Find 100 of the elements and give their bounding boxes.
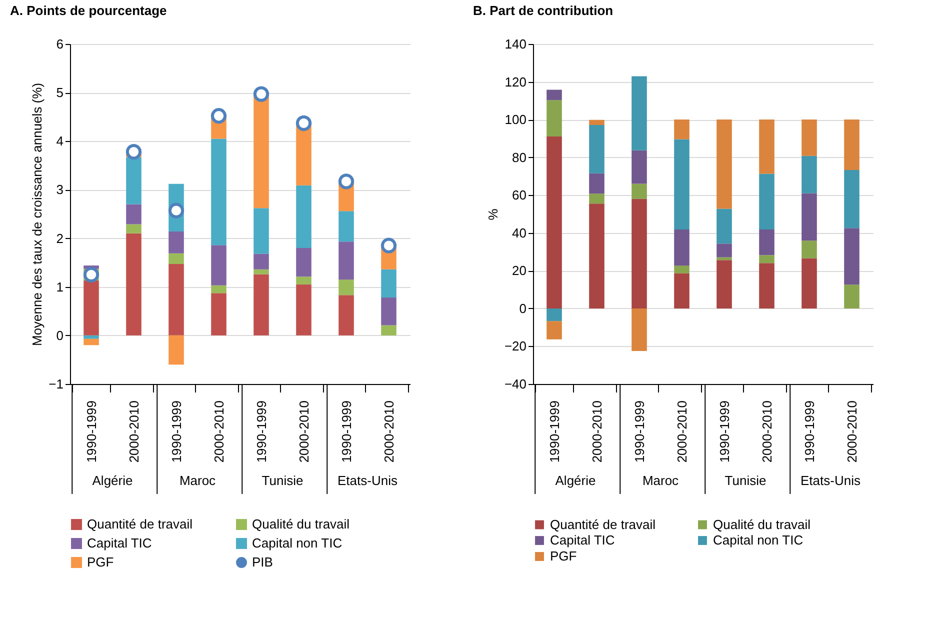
y-tick-label: 0 (519, 300, 526, 316)
point (296, 115, 312, 131)
bar (546, 321, 562, 340)
bar (589, 194, 604, 204)
bar (674, 266, 690, 274)
x-tick-label: 1990-1999 (546, 400, 562, 463)
y-tick-label: 140 (504, 36, 526, 52)
bar (211, 245, 226, 286)
y-tick-label: 2 (56, 230, 64, 246)
bar (802, 193, 817, 241)
x-tick-label: 2000-2010 (674, 400, 690, 463)
bar (844, 228, 860, 285)
y-tick-label: 60 (512, 188, 526, 203)
text: Algérie (92, 473, 133, 488)
legend-label: PIB (252, 554, 273, 570)
y-tick-label: 80 (512, 150, 526, 165)
bar (254, 95, 269, 208)
bar (338, 211, 354, 242)
bar (716, 244, 732, 258)
bar (759, 174, 774, 230)
text: Tunisie (262, 473, 304, 488)
bar (844, 284, 860, 308)
y-tick-label: 5 (56, 85, 64, 100)
bar (168, 253, 184, 264)
x-tick-label: 2000-2010 (381, 400, 396, 463)
legend-label: Capital TIC (87, 536, 152, 550)
bar (254, 269, 269, 274)
bar (759, 120, 774, 174)
bar (802, 120, 817, 156)
legend-label: Qualité du travail (713, 516, 811, 532)
bar (716, 120, 732, 209)
bar (759, 229, 774, 256)
y-tick-label: 100 (504, 112, 526, 128)
bar (716, 260, 732, 308)
y-tick-label: 0 (56, 328, 64, 343)
bar (254, 208, 269, 254)
y-tick-label: 4 (56, 134, 64, 149)
y-tick-label: 120 (504, 74, 526, 90)
bar (254, 254, 269, 270)
legend-label: Capital TIC (550, 532, 615, 548)
legend-label: Quantité de travail (87, 516, 193, 532)
y-axis-title: Moyenne des taux de croissance annuels (%) (30, 82, 45, 346)
chart-title: B. Part de contribution (473, 3, 614, 18)
bar (126, 233, 142, 336)
point (338, 174, 354, 190)
bar (126, 204, 142, 224)
bar (546, 100, 562, 137)
y-tick-label: 6 (56, 36, 64, 52)
bar (759, 263, 774, 308)
bar (802, 258, 817, 308)
legend-label: Capital non TIC (713, 532, 804, 548)
bar (84, 335, 99, 339)
bar (126, 224, 142, 234)
text: Etats-Unis (338, 473, 398, 488)
y-axis-title: % (485, 208, 500, 220)
bar (381, 298, 396, 326)
bar (589, 125, 604, 174)
legend-label: PGF (550, 548, 577, 564)
bar (296, 284, 312, 336)
y-tick-label: −20 (504, 338, 526, 354)
bar (296, 276, 312, 284)
y-tick-label: −1 (48, 376, 64, 392)
x-tick-label: 2000-2010 (759, 400, 774, 463)
x-tick-label: 2000-2010 (296, 400, 312, 463)
bar (338, 280, 354, 296)
y-tick-label: 40 (512, 225, 526, 240)
text: Maroc (642, 473, 680, 488)
bar (589, 173, 604, 194)
bar (759, 255, 774, 264)
bar (168, 335, 184, 365)
x-tick-label: 1990-1999 (338, 400, 354, 463)
bar (632, 198, 647, 308)
bar (546, 90, 562, 100)
point (210, 108, 227, 124)
bar (211, 138, 226, 246)
x-tick-label: 1990-1999 (254, 400, 269, 463)
bar (296, 248, 312, 277)
x-tick-label: 1990-1999 (168, 400, 184, 463)
bar (674, 120, 690, 140)
legend-label: Capital non TIC (252, 536, 342, 550)
bar (338, 295, 354, 336)
bar (254, 274, 269, 336)
bar (211, 285, 226, 294)
legend-label: PGF (87, 554, 114, 570)
bar (632, 76, 647, 150)
x-tick-label: 1990-1999 (802, 400, 817, 463)
bar (381, 269, 396, 298)
bar (84, 338, 99, 346)
x-tick-label: 2000-2010 (211, 400, 226, 463)
x-tick-label: 2000-2010 (589, 400, 604, 463)
x-tick-label: 2000-2010 (844, 400, 860, 463)
bar (632, 184, 647, 199)
x-tick-label: 1990-1999 (716, 400, 732, 463)
bar (338, 242, 354, 280)
bar (632, 308, 647, 351)
bar (296, 185, 312, 248)
y-tick-label: 3 (56, 182, 64, 198)
x-tick-label: 1990-1999 (632, 400, 647, 463)
x-tick-label: 1990-1999 (84, 400, 99, 463)
bar (296, 124, 312, 186)
